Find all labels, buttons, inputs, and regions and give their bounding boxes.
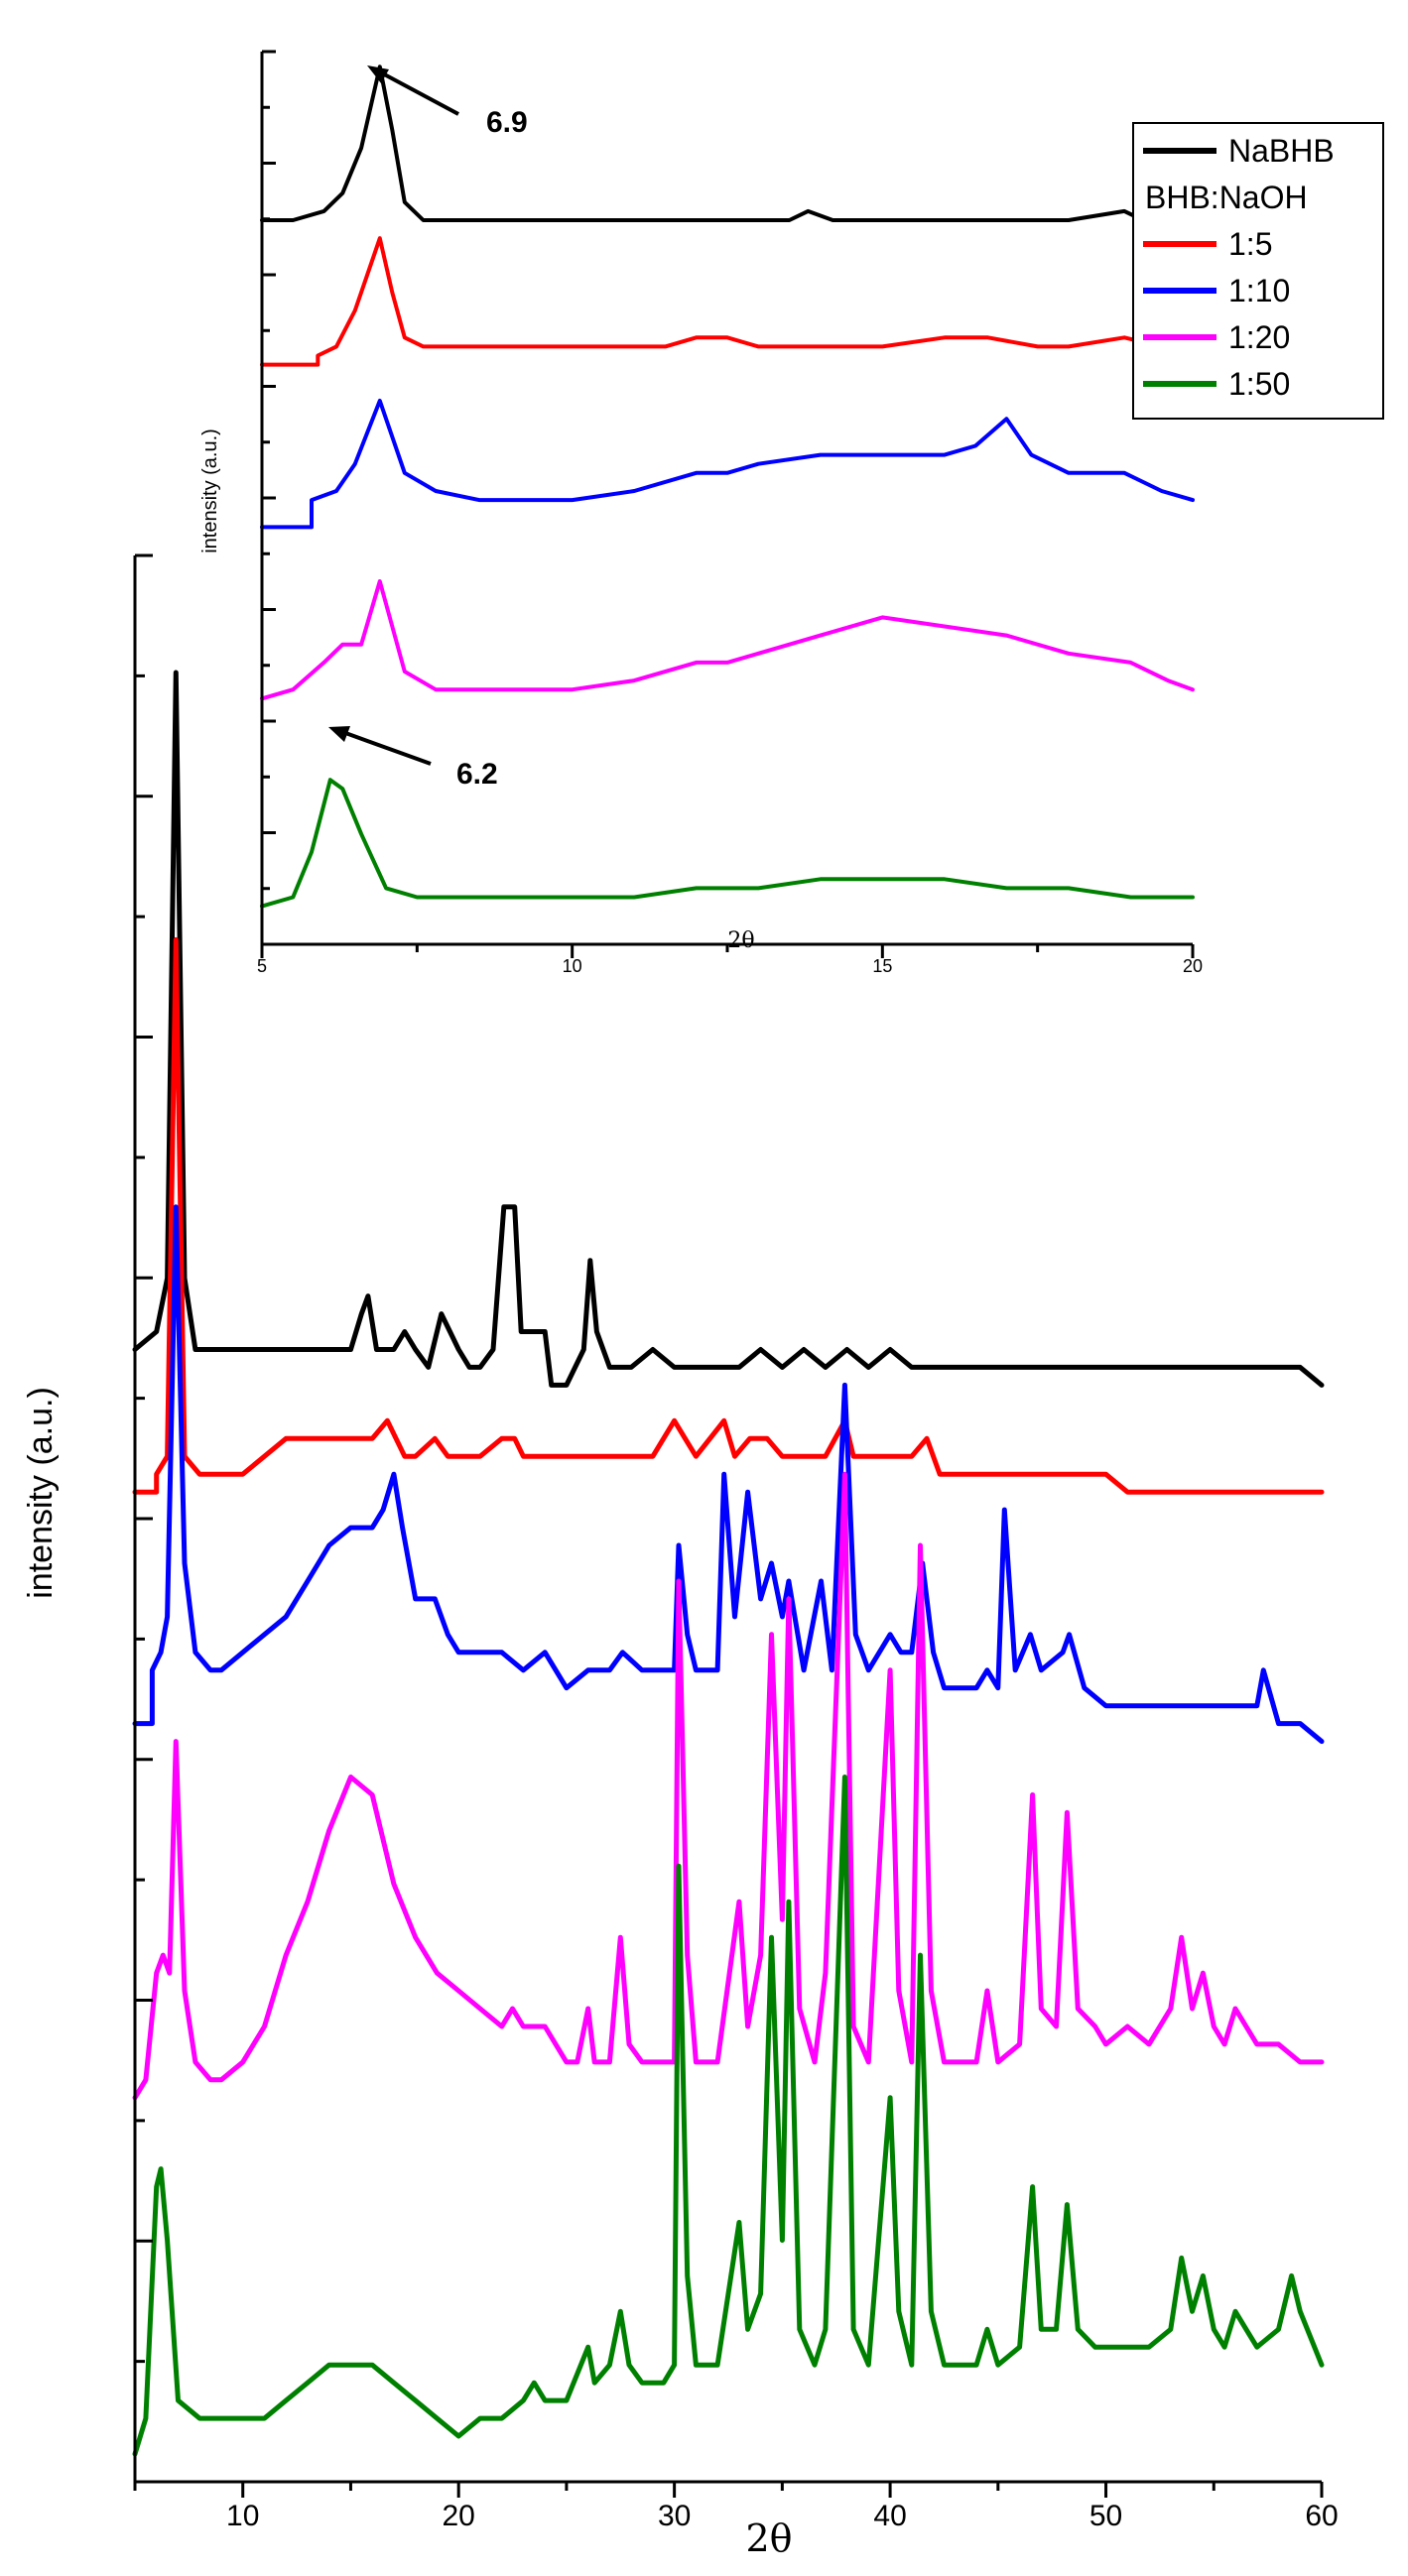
- annotation-label-6-2: 6.2: [456, 758, 498, 791]
- arrowhead-6-9: [367, 65, 389, 83]
- inset-x-tick-label: 15: [872, 956, 892, 976]
- legend-label-1-10: 1:10: [1228, 273, 1290, 308]
- main-y-axis: [133, 553, 153, 2484]
- inset-series-nabhb: [260, 64, 1195, 222]
- inset-x-axis-title: 2θ: [727, 928, 754, 953]
- inset-series-1-50: [260, 778, 1195, 909]
- main-series-1-20: [132, 1471, 1325, 2101]
- annotation-label-6-9: 6.9: [486, 106, 528, 139]
- legend-label-nabhb: NaBHB: [1228, 133, 1335, 169]
- inset-series-1-20: [260, 579, 1195, 701]
- main-y-axis-title: intensity (a.u.): [22, 1387, 60, 1599]
- main-series-1-10: [132, 1204, 1325, 1745]
- main-series-1-5: [132, 936, 1325, 1495]
- main-x-tick-label: 40: [873, 2500, 906, 2532]
- legend-label-1-5: 1:5: [1228, 226, 1272, 262]
- main-series-nabhb: [132, 670, 1325, 1388]
- main-x-axis-title: 2θ: [745, 2516, 792, 2560]
- arrowhead-6-2: [328, 726, 350, 742]
- inset-background: [238, 50, 1111, 903]
- inset-series-1-5: [260, 236, 1195, 367]
- legend-label-1-50: 1:50: [1228, 366, 1290, 402]
- inset-x-tick-label: 20: [1183, 956, 1203, 976]
- main-x-tick-label: 50: [1089, 2500, 1122, 2532]
- inset-series-1-10: [260, 399, 1195, 530]
- legend-box: [1132, 122, 1384, 420]
- legend-label-1-20: 1:20: [1228, 319, 1290, 355]
- annotation-arrow-6-2: [336, 728, 432, 766]
- inset-plot-area: [260, 64, 1195, 909]
- main-x-tick-label: 30: [658, 2500, 691, 2532]
- inset-x-tick-label: 10: [563, 956, 582, 976]
- annotation-6-2: 6.2: [328, 726, 498, 791]
- inset-x-tick-label: 5: [257, 956, 267, 976]
- legend: NaBHB BHB:NaOH 1:5 1:10 1:20 1:50: [1132, 122, 1384, 420]
- main-x-tick-label: 60: [1305, 2500, 1338, 2532]
- inset-y-axis: [260, 50, 276, 946]
- legend-title: BHB:NaOH: [1145, 180, 1308, 215]
- annotation-6-9: 6.9: [367, 65, 528, 139]
- annotation-arrow-6-9: [374, 67, 459, 116]
- main-plot-area: [132, 670, 1325, 2457]
- main-x-tick-label: 20: [442, 2500, 474, 2532]
- main-x-axis: 10 20 30 40 50 60: [133, 2480, 1339, 2532]
- inset-y-axis-title: intensity (a.u.): [199, 429, 221, 553]
- inset-x-axis: 5 10 15 20: [257, 942, 1203, 976]
- main-series-1-50: [132, 1775, 1325, 2457]
- main-x-tick-label: 10: [226, 2500, 259, 2532]
- inset-chart: 5 10 15 20 2θ intensity (a.u.) 6.9 6.2 NaBH…: [199, 50, 1384, 976]
